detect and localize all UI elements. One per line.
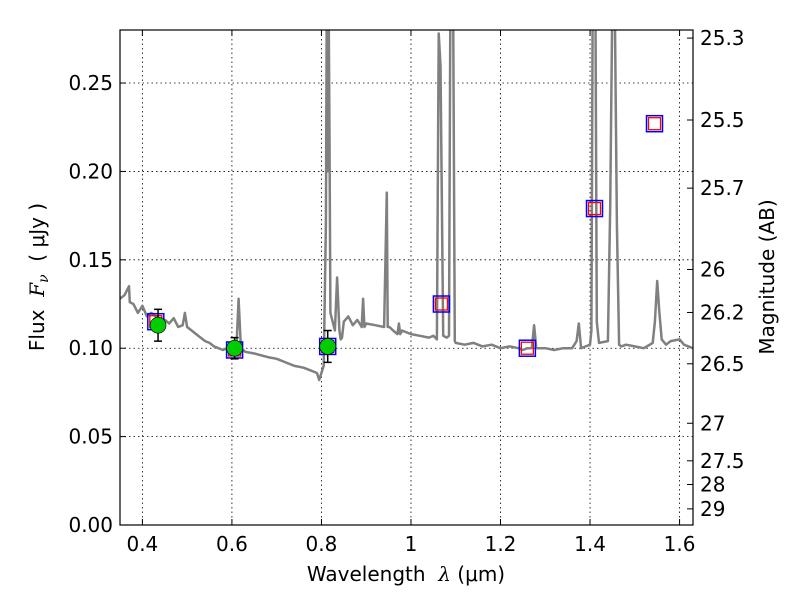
mag-tick-label: 25.5: [700, 108, 745, 132]
y-ticks: 0.00 0.05 0.10 0.15 0.20 0.25: [68, 71, 126, 537]
x-tick-label: 1.4: [574, 532, 606, 556]
mag-tick-label: 28: [700, 473, 725, 497]
x-axis-label: Wavelength λ (μm): [307, 562, 505, 586]
x-tick-label: 0.4: [126, 532, 158, 556]
mag-tick-label: 27: [700, 411, 725, 435]
y-tick-label: 0.20: [68, 159, 113, 183]
mag-tick-label: 26.2: [700, 300, 745, 324]
x-tick-label: 1.2: [485, 532, 517, 556]
x-tick-label: 1.6: [664, 532, 696, 556]
y-tick-label: 0.15: [68, 248, 113, 272]
observed-photometry-point: [319, 329, 337, 364]
model-photometry-point: [432, 295, 451, 313]
y-tick-label: 0.00: [68, 513, 113, 537]
x-tick-label: 0.8: [306, 532, 338, 556]
observed-photometry-point: [149, 308, 167, 342]
y2-axis-label: Magnitude (AB): [755, 199, 779, 354]
mag-tick-label: 26: [700, 257, 725, 281]
y-tick-label: 0.10: [68, 336, 113, 360]
y-axis-label: Flux Fν ( μJy ): [25, 203, 52, 351]
y-tick-label: 0.25: [68, 71, 113, 95]
x-tick-label: 0.6: [216, 532, 248, 556]
mag-tick-label: 25.7: [700, 176, 745, 200]
x-tick-label: 1: [405, 532, 418, 556]
axes-frame: [119, 29, 694, 526]
mag-tick-label: 29: [700, 497, 725, 521]
plot-frame: [119, 29, 694, 526]
x-ticks: 0.4 0.6 0.8 1 1.2 1.4 1.6: [126, 30, 695, 556]
spectrum-line: [120, 30, 693, 382]
model-photometry-point: [585, 199, 604, 218]
mag-tick-label: 25.3: [700, 26, 745, 50]
model-photometry-point: [645, 114, 664, 133]
mag-tick-label: 26.5: [700, 352, 745, 376]
spectrum-layer: [120, 30, 693, 382]
y-tick-label: 0.05: [68, 425, 113, 449]
mag-tick-label: 27.5: [700, 449, 745, 473]
points-layer: [147, 114, 664, 364]
model-photometry-point: [518, 339, 537, 357]
observed-photometry-point: [226, 336, 243, 360]
